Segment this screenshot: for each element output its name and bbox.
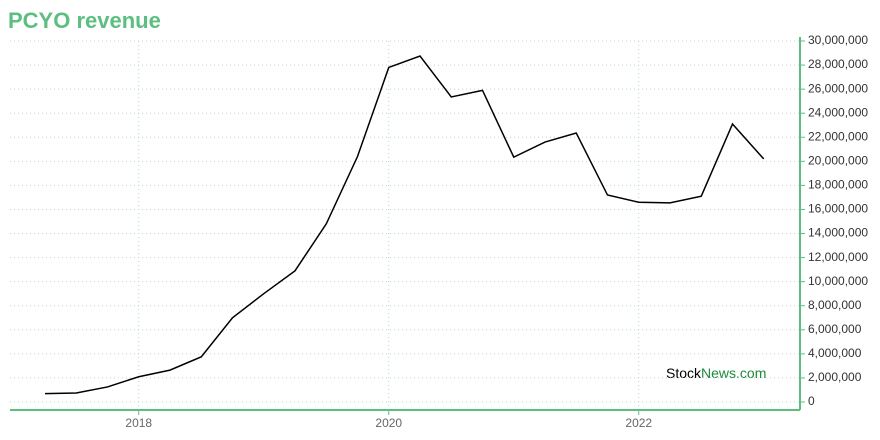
chart-title: PCYO revenue xyxy=(8,8,161,33)
y-tick-label: 2,000,000 xyxy=(808,370,862,384)
y-tick-label: 26,000,000 xyxy=(808,81,868,95)
x-tick-label: 2020 xyxy=(375,416,402,430)
y-tick-label: 28,000,000 xyxy=(808,57,868,71)
y-tick-label: 18,000,000 xyxy=(808,178,868,192)
watermark-news: News.com xyxy=(701,365,766,381)
line-series xyxy=(44,55,765,395)
y-tick-label: 14,000,000 xyxy=(808,226,868,240)
y-tick-label: 10,000,000 xyxy=(808,274,868,288)
y-tick-label: 30,000,000 xyxy=(808,33,868,47)
watermark-stock: Stock xyxy=(666,365,702,381)
y-tick-label: 20,000,000 xyxy=(808,154,868,168)
y-tick-label: 22,000,000 xyxy=(808,129,868,143)
y-tick-label: 8,000,000 xyxy=(808,298,862,312)
y-tick-label: 24,000,000 xyxy=(808,105,868,119)
x-tick-label: 2018 xyxy=(125,416,152,430)
y-tick-label: 6,000,000 xyxy=(808,322,862,336)
y-tick-label: 4,000,000 xyxy=(808,346,862,360)
x-tick-label: 2022 xyxy=(625,416,652,430)
watermark: StockNews.com xyxy=(666,365,766,381)
y-tick-label: 0 xyxy=(808,394,815,408)
y-tick-label: 16,000,000 xyxy=(808,202,868,216)
y-tick-label: 12,000,000 xyxy=(808,250,868,264)
